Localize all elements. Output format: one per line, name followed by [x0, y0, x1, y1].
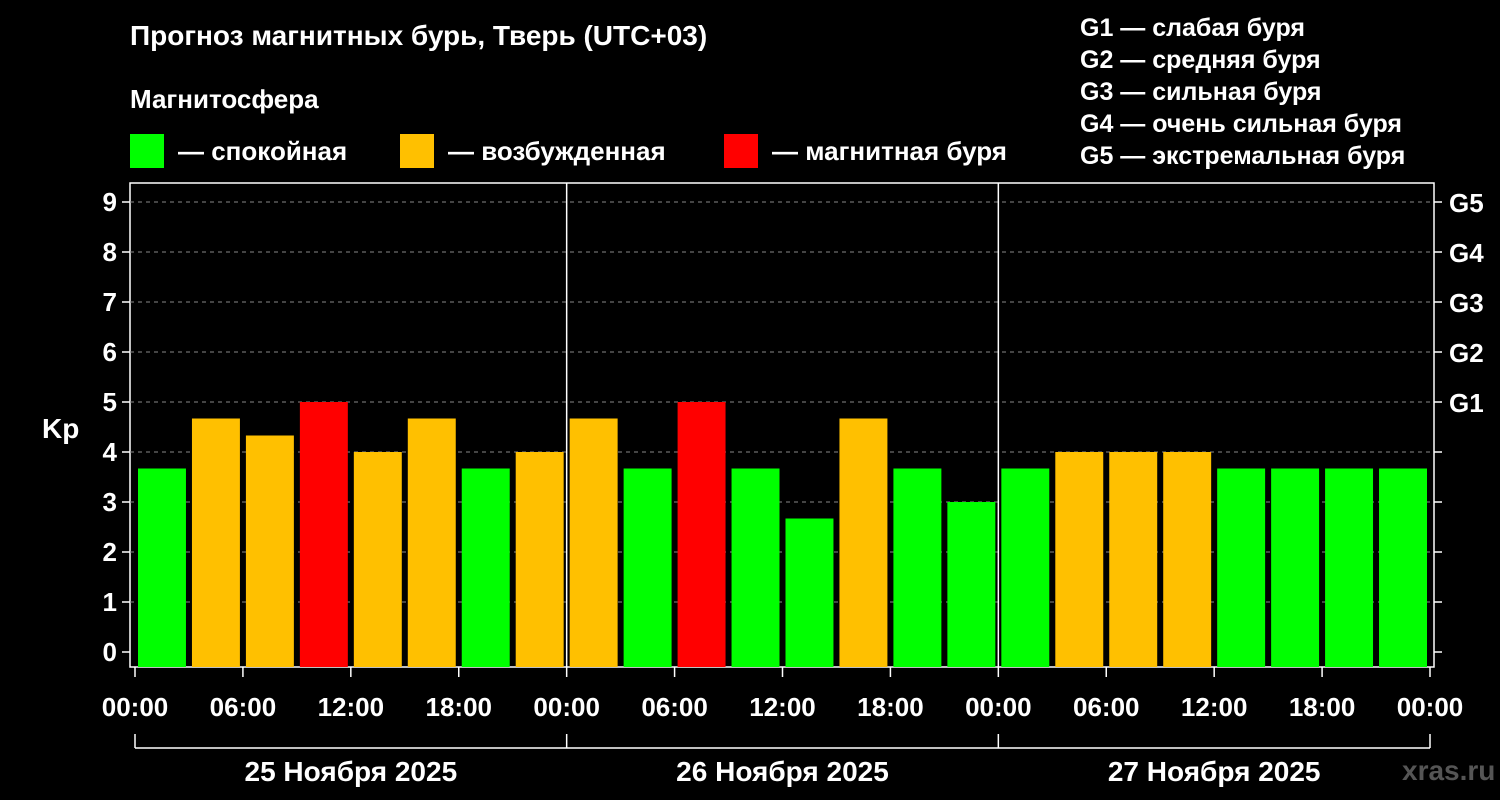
kp-bar: [947, 502, 996, 667]
kp-bar: [1271, 468, 1320, 667]
kp-bar: [623, 468, 672, 667]
x-tick-label: 06:00: [641, 692, 708, 722]
y-tick-label: 8: [103, 237, 117, 267]
kp-bar: [1055, 452, 1104, 667]
x-tick-label: 06:00: [210, 692, 277, 722]
kp-bar: [785, 518, 834, 667]
g-scale-g3: G3 — сильная буря: [1080, 78, 1322, 106]
kp-bar: [515, 452, 564, 667]
kp-bar: [1325, 468, 1374, 667]
y-tick-label: 9: [103, 187, 117, 217]
legend-item-active: — возбужденная: [400, 134, 666, 168]
g-level-label: G4: [1449, 238, 1484, 268]
kp-bar: [731, 468, 780, 667]
g-level-label: G3: [1449, 288, 1484, 318]
y-tick-label: 3: [103, 487, 117, 517]
legend-label-storm: — магнитная буря: [772, 135, 1007, 166]
legend-swatch-storm: [724, 134, 758, 168]
kp-bar: [677, 402, 726, 667]
y-tick-label: 6: [103, 337, 117, 367]
y-axis-label: Kp: [42, 413, 79, 444]
x-tick-label: 12:00: [749, 692, 816, 722]
g-scale-legend: G1 — слабая буря G2 — средняя буря G3 — …: [1080, 12, 1405, 172]
kp-bar: [138, 468, 186, 667]
x-tick-label: 12:00: [318, 692, 385, 722]
magnetosphere-label: Магнитосфера: [130, 84, 319, 114]
kp-bar: [1109, 452, 1158, 667]
day-label: 26 Ноября 2025: [676, 756, 889, 787]
x-tick-label: 00:00: [533, 692, 600, 722]
g-level-label: G1: [1449, 388, 1484, 418]
g-scale-g1: G1 — слабая буря: [1080, 14, 1306, 42]
y-tick-label: 5: [103, 387, 117, 417]
x-tick-label: 00:00: [102, 692, 169, 722]
kp-bar: [1379, 468, 1427, 667]
kp-bar: [245, 435, 294, 667]
kp-bar: [1163, 452, 1212, 667]
legend-item-storm: — магнитная буря: [724, 134, 1007, 168]
g-scale-g2: G2 — средняя буря: [1080, 46, 1321, 74]
kp-bar: [407, 418, 456, 667]
legend-label-active: — возбужденная: [448, 135, 666, 166]
g-level-label: G2: [1449, 338, 1484, 368]
kp-bar: [353, 452, 402, 667]
kp-bar: [1001, 468, 1050, 667]
kp-bar: [299, 402, 348, 667]
kp-bar: [191, 418, 240, 667]
y-tick-label: 4: [103, 437, 118, 467]
kp-bar: [893, 468, 942, 667]
kp-bar: [839, 418, 888, 667]
y-tick-label: 0: [103, 637, 117, 667]
x-tick-label: 18:00: [426, 692, 493, 722]
x-tick-label: 00:00: [965, 692, 1032, 722]
g-scale-g4: G4 — очень сильная буря: [1080, 110, 1402, 138]
x-tick-label: 06:00: [1073, 692, 1140, 722]
y-tick-label: 2: [103, 537, 117, 567]
x-tick-label: 18:00: [857, 692, 924, 722]
watermark: xras.ru: [1402, 755, 1496, 786]
y-tick-label: 1: [103, 587, 117, 617]
legend-item-quiet: — спокойная: [130, 134, 347, 168]
x-tick-label: 18:00: [1289, 692, 1356, 722]
kp-bar: [1217, 468, 1266, 667]
g-level-label: G5: [1449, 188, 1484, 218]
chart-title: Прогноз магнитных бурь, Тверь (UTC+03): [130, 20, 708, 51]
x-tick-label: 12:00: [1181, 692, 1248, 722]
x-tick-label: 00:00: [1397, 692, 1464, 722]
legend-swatch-quiet: [130, 134, 164, 168]
y-tick-label: 7: [103, 287, 117, 317]
kp-bar: [461, 468, 510, 667]
day-label: 25 Ноября 2025: [245, 756, 458, 787]
g-scale-g5: G5 — экстремальная буря: [1080, 142, 1406, 170]
legend-label-quiet: — спокойная: [178, 135, 348, 166]
kp-bar: [569, 418, 618, 667]
day-label: 27 Ноября 2025: [1108, 756, 1321, 787]
legend-swatch-active: [400, 134, 434, 168]
